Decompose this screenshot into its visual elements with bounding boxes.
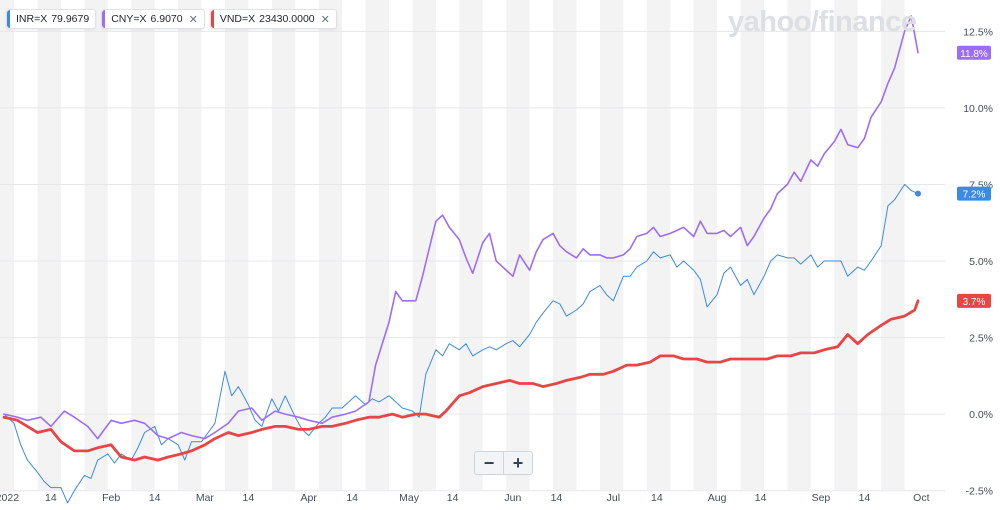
end-value-badge	[957, 45, 991, 60]
legend-value: 6.9070	[150, 13, 183, 25]
background-band	[37, 0, 61, 490]
legend-symbol: INR=X	[16, 13, 48, 25]
background-band	[740, 0, 764, 490]
legend-swatch	[7, 10, 10, 28]
y-tick-label: 0.0%	[969, 409, 993, 421]
legend-swatch	[102, 10, 106, 28]
y-tick-label: 2.5%	[969, 333, 993, 345]
end-value-badge	[957, 293, 991, 308]
zoom-in-button[interactable]: +	[503, 451, 533, 475]
legend-value: 23430.0000	[259, 13, 315, 25]
x-tick-label: 14	[859, 492, 871, 504]
end-value-label: 11.8%	[960, 49, 988, 60]
background-band	[131, 0, 155, 490]
x-tick-label: 14	[149, 492, 161, 504]
zoom-out-button[interactable]: −	[474, 451, 503, 475]
series-end-dot	[915, 190, 921, 197]
end-value-label: 3.7%	[963, 297, 986, 308]
x-tick-label: 14	[447, 492, 459, 504]
end-value-badge	[957, 186, 991, 201]
close-icon[interactable]: ✕	[320, 13, 330, 26]
x-tick-label: May	[399, 492, 420, 504]
x-tick-label: 2022	[0, 492, 19, 504]
yahoo-finance-watermark: yahoo/finance	[728, 6, 917, 38]
background-band	[881, 0, 905, 490]
background-band	[178, 0, 202, 490]
background-band	[365, 0, 390, 490]
x-tick-label: Mar	[196, 492, 215, 504]
background-band	[693, 0, 718, 490]
background-band	[553, 0, 577, 490]
background-band	[646, 0, 671, 490]
x-tick-label: 14	[755, 492, 767, 504]
x-tick-label: Feb	[102, 492, 120, 504]
legend-swatch	[210, 10, 214, 28]
background-band	[599, 0, 624, 490]
background-band	[459, 0, 483, 490]
legend: INR=X 79.9679 CNY=X 6.9070 ✕ VND=X 23430…	[6, 9, 337, 29]
background-band	[318, 0, 343, 490]
legend-symbol: VND=X	[219, 13, 256, 25]
legend-chip-inr[interactable]: INR=X 79.9679	[6, 9, 97, 29]
background-band	[84, 0, 108, 490]
x-tick-label: 14	[243, 492, 255, 504]
x-tick-label: Jun	[504, 492, 521, 504]
x-tick-label: Apr	[300, 492, 317, 504]
background-band	[506, 0, 530, 490]
legend-symbol: CNY=X	[111, 13, 147, 25]
background-band	[787, 0, 811, 490]
close-icon[interactable]: ✕	[188, 13, 198, 26]
series-line-vndx	[2, 299, 920, 462]
end-value-label: 7.2%	[963, 190, 986, 201]
y-tick-label: 5.0%	[969, 256, 993, 268]
series-line-cnyx	[3, 15, 919, 440]
legend-chip-cny[interactable]: CNY=X 6.9070 ✕	[101, 9, 205, 29]
x-tick-label: Jul	[607, 492, 620, 504]
legend-value: 79.9679	[51, 13, 90, 25]
x-tick-label: 14	[45, 492, 57, 504]
background-band	[412, 0, 436, 490]
legend-chip-vnd[interactable]: VND=X 23430.0000 ✕	[209, 9, 337, 29]
background-band	[224, 0, 249, 490]
background-band	[271, 0, 296, 490]
background-band	[834, 0, 858, 490]
x-tick-label: 14	[551, 492, 563, 504]
x-tick-label: Aug	[708, 492, 727, 504]
background-band	[0, 0, 15, 490]
x-tick-label: 14	[651, 492, 663, 504]
zoom-controls: − +	[474, 451, 533, 475]
x-tick-label: 14	[346, 492, 358, 504]
y-tick-label: -2.5%	[966, 486, 993, 498]
x-tick-label: Sep	[812, 492, 831, 504]
y-tick-label: 12.5%	[963, 26, 993, 38]
x-tick-label: Oct	[913, 492, 929, 504]
y-tick-label: 10.0%	[963, 103, 993, 115]
